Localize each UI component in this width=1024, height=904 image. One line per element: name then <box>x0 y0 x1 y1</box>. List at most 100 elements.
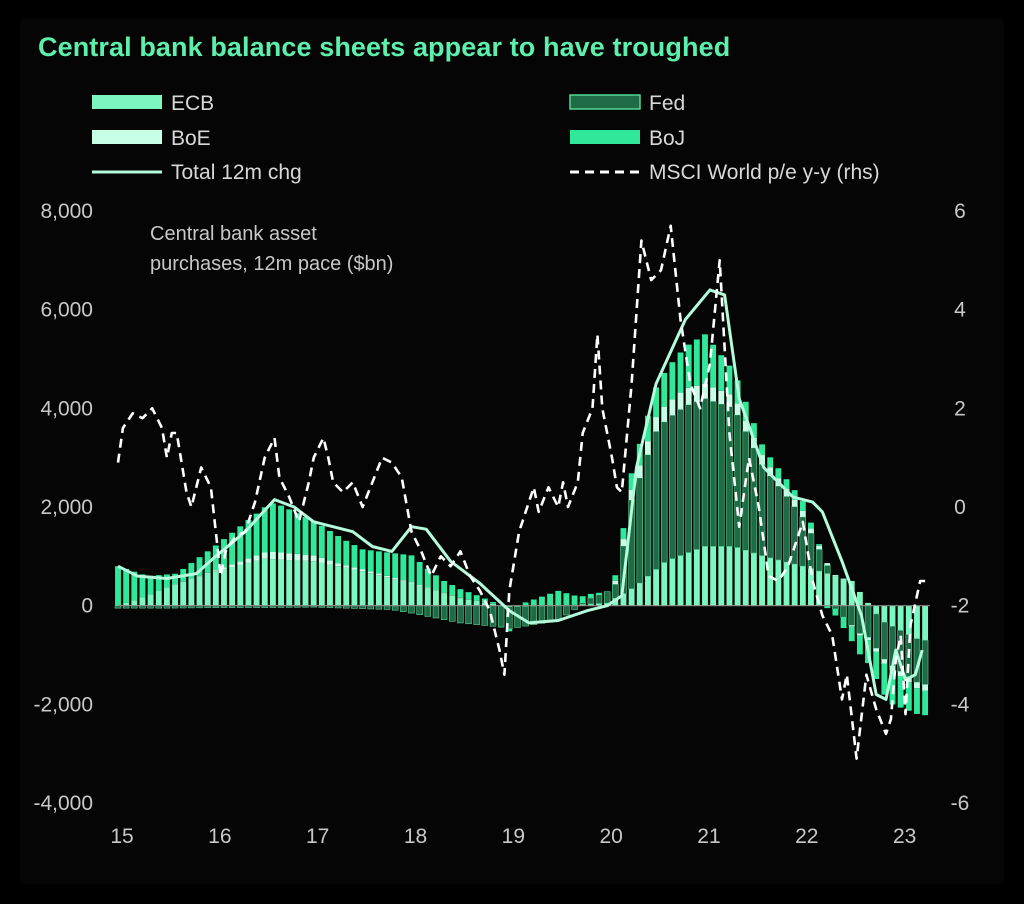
bar-boj <box>269 503 276 552</box>
bar-ecb <box>449 595 456 606</box>
bar-ecb <box>702 546 708 606</box>
bar-ecb <box>612 598 619 606</box>
bar-ecb <box>147 594 154 606</box>
bar-ecb <box>579 604 586 606</box>
axis-ticks: 8,0006,0004,0002,0000-2,000-4,0006420-2-… <box>33 200 969 848</box>
bar-boe <box>384 575 390 578</box>
bar-boe <box>816 545 823 550</box>
bar-ecb <box>400 581 407 606</box>
bar-ecb <box>335 566 342 606</box>
bar-boe <box>677 392 684 410</box>
bar-boe <box>669 399 676 416</box>
bar-fed <box>603 591 611 604</box>
bar-ecb <box>131 600 138 606</box>
bar-boj <box>278 505 284 553</box>
bar-ecb <box>653 569 660 606</box>
bar-ecb <box>750 553 757 606</box>
bar-boj <box>172 573 179 585</box>
bar-boe <box>726 394 733 407</box>
bar-ecb <box>302 560 309 606</box>
bar-boj <box>457 589 464 598</box>
bar-boj <box>547 593 554 606</box>
bar-boe <box>286 553 293 561</box>
bar-fed <box>644 454 652 577</box>
bar-boe <box>791 500 798 507</box>
bar-fed <box>701 398 709 547</box>
bar-ecb <box>718 546 725 606</box>
bar-boe <box>367 571 374 574</box>
bar-boe <box>628 489 635 501</box>
bar-boj <box>335 536 342 564</box>
bar-boj <box>759 444 765 456</box>
x-tick: 22 <box>795 825 818 848</box>
bar-fed <box>465 605 472 625</box>
bar-ecb <box>221 569 227 606</box>
bar-ecb <box>457 598 464 606</box>
bar-boj <box>392 553 399 579</box>
bar-boj <box>563 593 570 606</box>
x-tick: 18 <box>404 825 427 848</box>
bar-fed <box>416 605 423 616</box>
bar-boe <box>783 489 790 497</box>
bar-boj <box>856 635 863 655</box>
bar-fed <box>579 602 586 605</box>
bar-boe <box>441 592 448 594</box>
bar-boe <box>734 403 741 415</box>
bar-boe <box>196 575 203 577</box>
bar-boe <box>718 390 725 404</box>
line-msci <box>116 224 926 760</box>
chart-frame <box>20 18 1004 884</box>
bar-ecb <box>375 575 382 606</box>
bar-boe <box>881 659 888 664</box>
y-left-tick: 8,000 <box>40 200 93 223</box>
bar-ecb <box>783 562 790 606</box>
bar-ecb <box>318 562 325 606</box>
bar-boe <box>856 633 863 636</box>
bar-boj <box>897 676 904 708</box>
bar-fed <box>677 409 684 557</box>
bar-ecb <box>677 555 684 606</box>
bar-boj <box>628 473 635 490</box>
bar-fed <box>669 414 676 560</box>
bar-ecb <box>253 560 260 606</box>
bar-ecb <box>669 558 676 606</box>
bar-fed <box>791 506 798 565</box>
bar-fed <box>660 421 668 563</box>
bar-ecb <box>473 601 480 606</box>
bar-boj <box>490 602 496 604</box>
bar-boj <box>229 532 236 565</box>
bar-boj <box>677 352 684 393</box>
bar-ecb <box>180 581 187 606</box>
bar-fed <box>636 477 644 584</box>
bar-fed <box>872 613 880 649</box>
bar-boj <box>245 519 252 559</box>
y-right-tick: -4 <box>951 693 970 716</box>
bar-ecb <box>897 605 904 631</box>
bar-ecb <box>889 605 896 627</box>
bar-boj <box>188 563 195 579</box>
bar-ecb <box>310 561 317 606</box>
bar-fed <box>652 431 660 570</box>
bar-fed <box>432 605 440 619</box>
bar-boe <box>302 554 309 561</box>
bar-fed <box>612 583 619 599</box>
bar-boj <box>506 628 513 632</box>
bar-boe <box>922 684 929 691</box>
bar-fed <box>775 485 782 561</box>
bar-boj <box>123 568 130 603</box>
bar-ecb <box>856 591 863 606</box>
bar-boe <box>832 575 839 577</box>
bar-ecb <box>881 605 888 623</box>
bar-boj <box>286 509 293 554</box>
bar-boe <box>212 570 219 572</box>
legend-swatch-boj <box>570 130 640 144</box>
bar-boj <box>799 501 806 511</box>
bar-fed <box>400 605 407 612</box>
bar-boj <box>155 575 162 592</box>
bar-boj <box>661 372 668 407</box>
bar-fed <box>391 605 399 611</box>
bar-boj <box>775 468 782 479</box>
legend-swatch-fed <box>569 94 641 110</box>
bar-boe <box>620 539 627 546</box>
bar-ecb <box>693 549 700 606</box>
